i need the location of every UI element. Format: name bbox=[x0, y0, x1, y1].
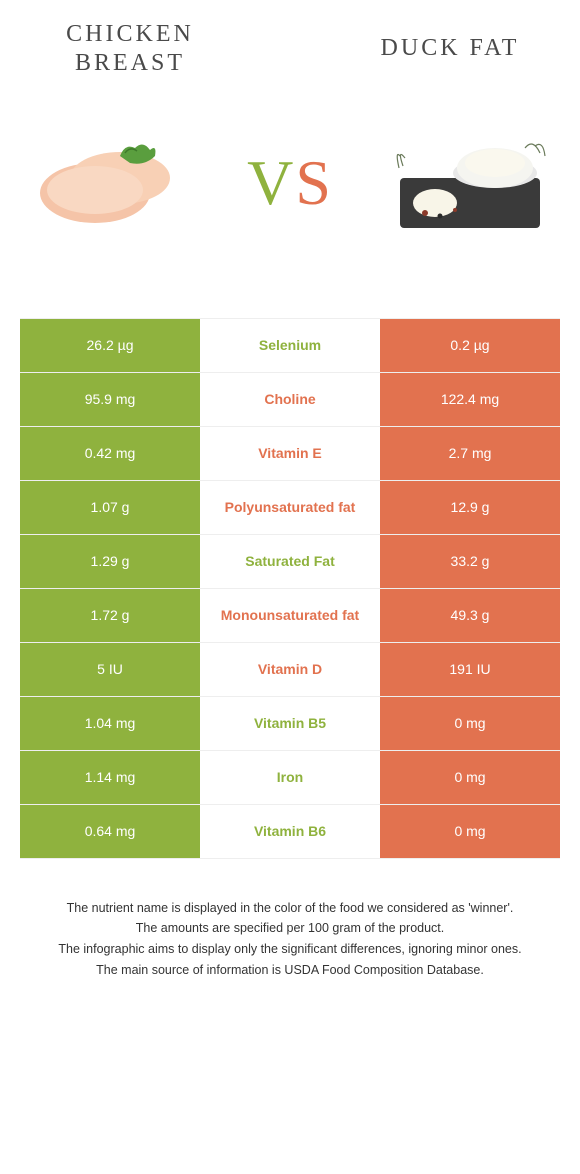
left-value: 0.64 mg bbox=[20, 805, 200, 858]
nutrient-label: Vitamin B5 bbox=[200, 697, 380, 750]
right-value: 0.2 µg bbox=[380, 319, 560, 372]
vs-label: VS bbox=[247, 146, 333, 220]
left-value: 26.2 µg bbox=[20, 319, 200, 372]
right-value: 2.7 mg bbox=[380, 427, 560, 480]
right-value: 0 mg bbox=[380, 805, 560, 858]
table-row: 1.14 mgIron0 mg bbox=[20, 751, 560, 805]
vs-v: V bbox=[247, 147, 295, 218]
table-row: 26.2 µgSelenium0.2 µg bbox=[20, 319, 560, 373]
header: Chicken Breast Duck Fat bbox=[0, 0, 580, 88]
footer-line-1: The nutrient name is displayed in the co… bbox=[30, 899, 550, 918]
left-value: 1.07 g bbox=[20, 481, 200, 534]
right-value: 12.9 g bbox=[380, 481, 560, 534]
left-value: 1.04 mg bbox=[20, 697, 200, 750]
nutrient-label: Vitamin E bbox=[200, 427, 380, 480]
left-value: 5 IU bbox=[20, 643, 200, 696]
right-value: 33.2 g bbox=[380, 535, 560, 588]
duck-fat-image bbox=[380, 113, 560, 253]
nutrient-label: Iron bbox=[200, 751, 380, 804]
right-value: 191 IU bbox=[380, 643, 560, 696]
chicken-breast-image bbox=[20, 113, 200, 253]
table-row: 1.72 gMonounsaturated fat49.3 g bbox=[20, 589, 560, 643]
table-row: 0.64 mgVitamin B60 mg bbox=[20, 805, 560, 859]
table-row: 5 IUVitamin D191 IU bbox=[20, 643, 560, 697]
left-value: 1.14 mg bbox=[20, 751, 200, 804]
right-food-title: Duck Fat bbox=[360, 34, 540, 63]
left-value: 1.72 g bbox=[20, 589, 200, 642]
footer-line-3: The infographic aims to display only the… bbox=[30, 940, 550, 959]
right-value: 122.4 mg bbox=[380, 373, 560, 426]
vs-s: S bbox=[295, 147, 333, 218]
table-row: 95.9 mgCholine122.4 mg bbox=[20, 373, 560, 427]
nutrient-label: Monounsaturated fat bbox=[200, 589, 380, 642]
nutrient-label: Vitamin B6 bbox=[200, 805, 380, 858]
comparison-table: 26.2 µgSelenium0.2 µg95.9 mgCholine122.4… bbox=[20, 318, 560, 859]
nutrient-label: Saturated Fat bbox=[200, 535, 380, 588]
nutrient-label: Choline bbox=[200, 373, 380, 426]
right-value: 49.3 g bbox=[380, 589, 560, 642]
table-row: 1.07 gPolyunsaturated fat12.9 g bbox=[20, 481, 560, 535]
table-row: 1.04 mgVitamin B50 mg bbox=[20, 697, 560, 751]
footer-line-2: The amounts are specified per 100 gram o… bbox=[30, 919, 550, 938]
left-value: 95.9 mg bbox=[20, 373, 200, 426]
left-value: 0.42 mg bbox=[20, 427, 200, 480]
table-row: 1.29 gSaturated Fat33.2 g bbox=[20, 535, 560, 589]
right-value: 0 mg bbox=[380, 751, 560, 804]
nutrient-label: Selenium bbox=[200, 319, 380, 372]
hero-row: VS bbox=[0, 88, 580, 298]
right-value: 0 mg bbox=[380, 697, 560, 750]
footer-notes: The nutrient name is displayed in the co… bbox=[30, 899, 550, 980]
nutrient-label: Vitamin D bbox=[200, 643, 380, 696]
left-food-title: Chicken Breast bbox=[40, 20, 220, 78]
footer-line-4: The main source of information is USDA F… bbox=[30, 961, 550, 980]
table-row: 0.42 mgVitamin E2.7 mg bbox=[20, 427, 560, 481]
nutrient-label: Polyunsaturated fat bbox=[200, 481, 380, 534]
left-value: 1.29 g bbox=[20, 535, 200, 588]
